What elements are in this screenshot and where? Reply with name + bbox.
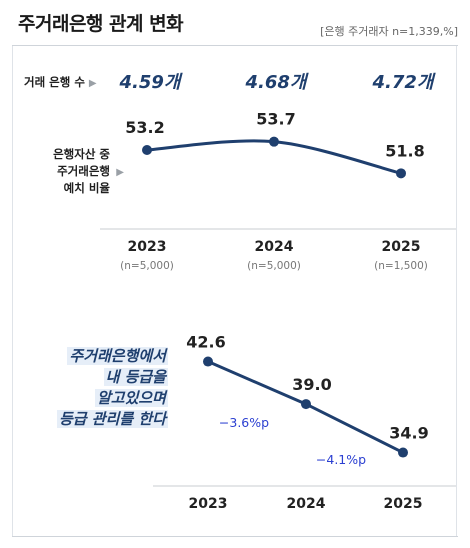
chart-frame bbox=[12, 46, 457, 536]
rank-awareness-data-label: 39.0 bbox=[292, 375, 331, 394]
bottom-rule bbox=[12, 536, 458, 537]
callout-line: 등급 관리를 한다 bbox=[18, 409, 168, 430]
callout-line-text: 내 등급을 bbox=[103, 368, 168, 386]
rank-awareness-data-point bbox=[398, 447, 408, 458]
chart-title: 주거래은행 관계 변화 bbox=[18, 13, 184, 35]
callout-line: 내 등급을 bbox=[18, 367, 168, 388]
callout-line-text: 등급 관리를 한다 bbox=[56, 410, 168, 428]
triangle-right-icon: ▶ bbox=[116, 167, 124, 178]
triangle-right-icon: ▶ bbox=[88, 78, 97, 89]
deposit-ratio-sample-size: (n=1,500) bbox=[374, 260, 428, 272]
deposit-ratio-category-label: 2024 bbox=[255, 239, 294, 255]
rank-awareness-data-label: 42.6 bbox=[186, 333, 225, 352]
callout-line-text: 알고있으며 bbox=[94, 389, 168, 407]
deposit-ratio-data-point bbox=[269, 136, 279, 147]
deposit-ratio-category-label: 2025 bbox=[382, 239, 421, 255]
sample-note: [은행 주거래자 n=1,339,%] bbox=[320, 25, 458, 38]
deposit-ratio-label-line: 은행자산 중 bbox=[53, 147, 110, 161]
bank-count-label: 거래 은행 수 ▶ bbox=[24, 74, 97, 90]
callout-line: 알고있으며 bbox=[18, 388, 168, 409]
rank-awareness-change-annotation: −3.6%p bbox=[219, 415, 269, 430]
rank-awareness-change-annotation: −4.1%p bbox=[316, 452, 366, 467]
rank-awareness-category-label: 2023 bbox=[189, 496, 228, 512]
bank-count-2023: 4.59개 bbox=[119, 72, 181, 93]
deposit-ratio-data-point bbox=[142, 145, 152, 155]
rank-awareness-data-point bbox=[203, 356, 213, 367]
deposit-ratio-category-label: 2023 bbox=[128, 239, 167, 255]
deposit-ratio-label: 은행자산 중 주거래은행 예치 비율 ▶ bbox=[20, 146, 124, 197]
rank-awareness-data-label: 34.9 bbox=[389, 424, 428, 443]
callout-line-text: 주거래은행에서 bbox=[67, 347, 168, 365]
rank-awareness-category-label: 2024 bbox=[287, 496, 326, 512]
deposit-ratio-sample-size: (n=5,000) bbox=[120, 260, 174, 272]
rank-awareness-category-label: 2025 bbox=[384, 496, 423, 512]
deposit-ratio-data-label: 53.7 bbox=[256, 110, 295, 129]
bank-count-2024: 4.68개 bbox=[245, 72, 307, 93]
deposit-ratio-data-point bbox=[396, 168, 406, 179]
bank-count-label-text: 거래 은행 수 bbox=[24, 75, 85, 89]
deposit-ratio-sample-size: (n=5,000) bbox=[247, 260, 301, 272]
top-rule bbox=[12, 45, 458, 46]
deposit-ratio-label-line: 주거래은행 bbox=[57, 164, 110, 178]
deposit-ratio-data-label: 53.2 bbox=[125, 118, 164, 137]
rank-awareness-data-point bbox=[301, 399, 311, 410]
deposit-ratio-label-line: 예치 비율 bbox=[63, 181, 110, 195]
callout-text: 주거래은행에서 내 등급을 알고있으며 등급 관리를 한다 bbox=[18, 346, 168, 430]
callout-line: 주거래은행에서 bbox=[18, 346, 168, 367]
bank-count-2025: 4.72개 bbox=[372, 72, 434, 93]
deposit-ratio-data-label: 51.8 bbox=[385, 141, 424, 160]
